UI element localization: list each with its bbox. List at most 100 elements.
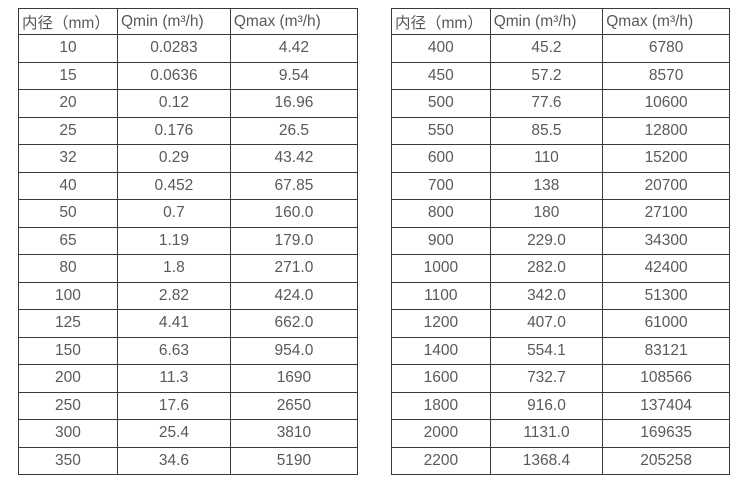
diameter-cell: 100 bbox=[18, 281, 118, 310]
qmin-cell: 282.0 bbox=[489, 254, 604, 283]
table-row: 550 85.5 12800 bbox=[391, 116, 730, 145]
table-row: 450 57.2 8570 bbox=[391, 61, 730, 90]
diameter-cell: 65 bbox=[18, 226, 118, 255]
table-row: 800 180 27100 bbox=[391, 199, 730, 228]
qmax-cell: 61000 bbox=[602, 309, 730, 338]
qmax-cell: 43.42 bbox=[229, 144, 359, 173]
table-row: 32 0.29 43.42 bbox=[18, 144, 359, 173]
table-row: 15 0.0636 9.54 bbox=[18, 61, 359, 90]
diameter-cell: 1800 bbox=[391, 391, 491, 420]
qmin-cell: 45.2 bbox=[489, 34, 604, 63]
diameter-cell: 400 bbox=[391, 34, 491, 63]
qmax-cell: 16.96 bbox=[229, 89, 359, 118]
qmin-cell: 4.41 bbox=[116, 309, 231, 338]
diameter-cell: 125 bbox=[18, 309, 118, 338]
table-body: 400 45.2 6780 450 57.2 8570 500 77.6 10600 550 85.… bbox=[391, 34, 730, 475]
table-body: 10 0.0283 4.42 15 0.0636 9.54 20 0.12 16.96 25 0.1… bbox=[18, 34, 359, 475]
flow-table-small-diameters: 内径（mm） Qmin (m³/h) Qmax (m³/h) 10 0.0283 4… bbox=[18, 8, 359, 475]
qmin-cell: 0.12 bbox=[116, 89, 231, 118]
qmax-cell: 3810 bbox=[229, 419, 359, 448]
diameter-cell: 150 bbox=[18, 336, 118, 365]
qmax-cell: 271.0 bbox=[229, 254, 359, 283]
qmin-cell: 229.0 bbox=[489, 226, 604, 255]
qmax-cell: 954.0 bbox=[229, 336, 359, 365]
qmax-cell: 160.0 bbox=[229, 199, 359, 228]
table-row: 100 2.82 424.0 bbox=[18, 281, 359, 310]
qmax-cell: 205258 bbox=[602, 446, 730, 475]
diameter-cell: 550 bbox=[391, 116, 491, 145]
qmax-cell: 424.0 bbox=[229, 281, 359, 310]
qmin-cell: 2.82 bbox=[116, 281, 231, 310]
qmin-cell: 1368.4 bbox=[489, 446, 604, 475]
table-row: 10 0.0283 4.42 bbox=[18, 34, 359, 63]
qmin-cell: 0.0636 bbox=[116, 61, 231, 90]
header-row: 内径（mm） Qmin (m³/h) Qmax (m³/h) bbox=[18, 8, 359, 35]
table-row: 150 6.63 954.0 bbox=[18, 336, 359, 365]
qmin-cell: 138 bbox=[489, 171, 604, 200]
qmin-cell: 1.19 bbox=[116, 226, 231, 255]
diameter-cell: 350 bbox=[18, 446, 118, 475]
qmin-cell: 0.176 bbox=[116, 116, 231, 145]
qmin-cell: 0.7 bbox=[116, 199, 231, 228]
table-row: 900 229.0 34300 bbox=[391, 226, 730, 255]
qmax-cell: 2650 bbox=[229, 391, 359, 420]
diameter-cell: 1600 bbox=[391, 364, 491, 393]
col-header-qmin: Qmin (m³/h) bbox=[489, 8, 604, 35]
table-row: 80 1.8 271.0 bbox=[18, 254, 359, 283]
diameter-cell: 1200 bbox=[391, 309, 491, 338]
diameter-cell: 200 bbox=[18, 364, 118, 393]
diameter-cell: 500 bbox=[391, 89, 491, 118]
qmin-cell: 0.452 bbox=[116, 171, 231, 200]
diameter-cell: 1400 bbox=[391, 336, 491, 365]
diameter-cell: 32 bbox=[18, 144, 118, 173]
qmax-cell: 4.42 bbox=[229, 34, 359, 63]
qmax-cell: 42400 bbox=[602, 254, 730, 283]
table-row: 600 110 15200 bbox=[391, 144, 730, 173]
diameter-cell: 800 bbox=[391, 199, 491, 228]
table-row: 20 0.12 16.96 bbox=[18, 89, 359, 118]
table-row: 400 45.2 6780 bbox=[391, 34, 730, 63]
table-row: 300 25.4 3810 bbox=[18, 419, 359, 448]
table-row: 200 11.3 1690 bbox=[18, 364, 359, 393]
qmin-cell: 110 bbox=[489, 144, 604, 173]
qmax-cell: 34300 bbox=[602, 226, 730, 255]
table-row: 350 34.6 5190 bbox=[18, 446, 359, 475]
diameter-cell: 1100 bbox=[391, 281, 491, 310]
table-row: 1800 916.0 137404 bbox=[391, 391, 730, 420]
qmin-cell: 11.3 bbox=[116, 364, 231, 393]
table-row: 65 1.19 179.0 bbox=[18, 226, 359, 255]
flow-table-large-diameters: 内径（mm） Qmin (m³/h) Qmax (m³/h) 400 45.2 67… bbox=[391, 8, 730, 475]
table-row: 2000 1131.0 169635 bbox=[391, 419, 730, 448]
diameter-cell: 700 bbox=[391, 171, 491, 200]
qmax-cell: 26.5 bbox=[229, 116, 359, 145]
diameter-cell: 450 bbox=[391, 61, 491, 90]
col-header-qmax: Qmax (m³/h) bbox=[229, 8, 359, 35]
qmax-cell: 169635 bbox=[602, 419, 730, 448]
col-header-qmax: Qmax (m³/h) bbox=[602, 8, 730, 35]
qmax-cell: 51300 bbox=[602, 281, 730, 310]
diameter-cell: 1000 bbox=[391, 254, 491, 283]
table-row: 40 0.452 67.85 bbox=[18, 171, 359, 200]
diameter-cell: 15 bbox=[18, 61, 118, 90]
qmax-cell: 5190 bbox=[229, 446, 359, 475]
qmax-cell: 108566 bbox=[602, 364, 730, 393]
col-header-diameter: 内径（mm） bbox=[18, 8, 118, 35]
diameter-cell: 600 bbox=[391, 144, 491, 173]
table-row: 125 4.41 662.0 bbox=[18, 309, 359, 338]
diameter-cell: 25 bbox=[18, 116, 118, 145]
diameter-cell: 2000 bbox=[391, 419, 491, 448]
col-header-qmin: Qmin (m³/h) bbox=[116, 8, 231, 35]
qmax-cell: 27100 bbox=[602, 199, 730, 228]
qmax-cell: 10600 bbox=[602, 89, 730, 118]
table-row: 500 77.6 10600 bbox=[391, 89, 730, 118]
qmax-cell: 15200 bbox=[602, 144, 730, 173]
table-row: 1100 342.0 51300 bbox=[391, 281, 730, 310]
diameter-cell: 20 bbox=[18, 89, 118, 118]
qmin-cell: 77.6 bbox=[489, 89, 604, 118]
table-row: 2200 1368.4 205258 bbox=[391, 446, 730, 475]
qmax-cell: 9.54 bbox=[229, 61, 359, 90]
diameter-cell: 50 bbox=[18, 199, 118, 228]
qmin-cell: 0.0283 bbox=[116, 34, 231, 63]
table-row: 1400 554.1 83121 bbox=[391, 336, 730, 365]
qmin-cell: 916.0 bbox=[489, 391, 604, 420]
